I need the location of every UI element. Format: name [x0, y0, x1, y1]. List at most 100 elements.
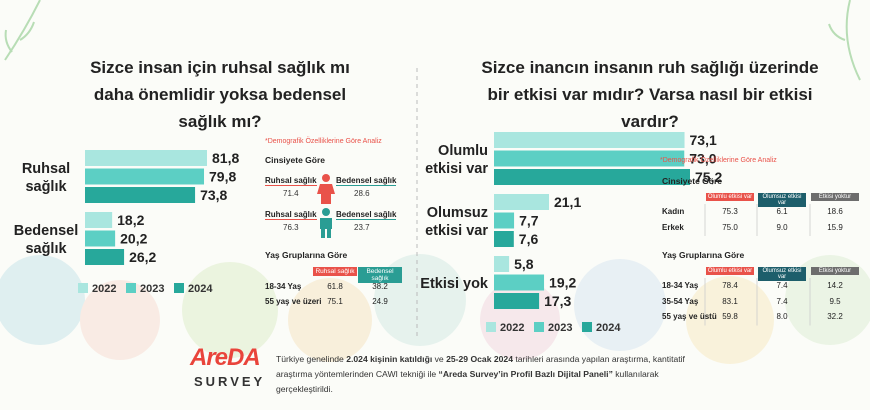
plant-decoration: [4, 0, 861, 81]
cell: 7.4: [776, 296, 788, 306]
bar: [494, 256, 510, 272]
bar: [85, 212, 113, 228]
bar: [85, 168, 205, 185]
value-label: 7,7: [519, 213, 539, 229]
category-label: Olumsuz etkisi var: [425, 204, 488, 239]
legend-label: 2024: [596, 322, 621, 334]
bar: [85, 249, 125, 265]
cell: 18.6: [827, 207, 843, 216]
gender-value: 76.3: [283, 223, 299, 232]
watercolor: [0, 254, 870, 364]
value-label: 75,2: [695, 169, 722, 185]
row-label: Erkek: [662, 222, 684, 232]
category-label: Etkisi yok: [420, 275, 488, 292]
legend-swatch: [174, 283, 184, 293]
legend-label: 2023: [548, 322, 572, 334]
bar: [85, 230, 116, 247]
value-label: 21,1: [554, 194, 581, 210]
value-label: 81,8: [212, 150, 239, 166]
column-header: Olumlu etkisi var: [706, 267, 754, 275]
column-header: Bedensel sağlık: [358, 267, 402, 283]
category-label: Ruhsal sağlık: [21, 160, 71, 195]
legend-swatch: [78, 283, 88, 293]
bar: [494, 212, 515, 229]
logo-sub: SURVEY: [194, 374, 266, 389]
column-header: Olumlu etkisi var: [706, 193, 754, 201]
bar: [85, 187, 196, 203]
gender-label: Ruhsal sağlık: [265, 176, 317, 186]
cell: 83.1: [722, 296, 738, 306]
row-label: 35-54 Yaş: [662, 296, 699, 306]
legend-swatch: [126, 283, 136, 293]
gender-label: Bedensel sağlık: [336, 176, 397, 186]
cell: 8.0: [776, 312, 788, 321]
cell: 24.9: [372, 297, 388, 306]
value-label: 18,2: [117, 212, 144, 228]
cell: 78.4: [722, 281, 738, 290]
note: *Demografik Özelliklerine Göre Analiz: [265, 138, 382, 145]
value-label: 26,2: [129, 249, 156, 265]
section-title: Cinsiyete Göre: [662, 176, 722, 186]
column-header: Olumsuz etkisi var: [758, 193, 806, 207]
footer-text: Türkiye genelinde 2.024 kişinin katıldığ…: [276, 352, 716, 397]
footer-segment: kullanılarak gerçekleştirildi.: [276, 369, 659, 394]
cell: 61.8: [327, 282, 343, 291]
section-title: Yaş Gruplarına Göre: [265, 250, 348, 260]
legend-swatch: [486, 322, 496, 332]
logo: AreDA: [190, 344, 261, 371]
footer-segment: “Areda Survey’in Profil Bazlı Dijital Pa…: [438, 369, 613, 379]
cell: 75.3: [722, 207, 738, 216]
value-label: 20,2: [120, 231, 147, 247]
column-header: Etkisi yoktur: [811, 193, 859, 201]
bar: [494, 194, 549, 210]
section-title: Yaş Gruplarına Göre: [662, 250, 745, 260]
value-label: 79,8: [209, 169, 236, 185]
cell: 9.5: [829, 296, 841, 306]
column-header: Etkisi yoktur: [811, 267, 859, 275]
gender-value: 71.4: [283, 189, 299, 198]
value-label: 17,3: [544, 293, 571, 309]
legend-swatch: [534, 322, 544, 332]
section-title: Cinsiyete Göre: [265, 155, 325, 165]
bar: [494, 169, 690, 185]
cell: 7.4: [776, 281, 788, 290]
legend-label: 2024: [188, 283, 213, 295]
footer-segment: tarihleri arasında yapılan araştırma, ka…: [276, 354, 685, 379]
female-icon: [317, 174, 335, 204]
gender-value: 23.7: [354, 223, 370, 232]
column-header: Olumsuz etkisi var: [758, 267, 806, 281]
category-label: Olumlu etkisi var: [425, 142, 488, 177]
cell: 9.0: [776, 222, 788, 232]
footer-segment: ve: [432, 354, 447, 364]
row-label: Kadın: [662, 207, 685, 216]
value-label: 5,8: [514, 256, 534, 272]
chart-title: Sizce insan için ruhsal sağlık mı daha ö…: [90, 58, 350, 131]
gender-label: Ruhsal sağlık: [265, 210, 317, 220]
bar: [494, 293, 540, 309]
cell: 38.2: [372, 282, 388, 291]
male-icon: [320, 208, 332, 238]
bar: [494, 231, 514, 247]
value-label: 73,8: [200, 187, 227, 203]
bar: [494, 274, 545, 291]
cell: 14.2: [827, 281, 843, 290]
footer-segment: Türkiye genelinde: [276, 354, 347, 364]
cell: 59.8: [722, 312, 738, 321]
cell: 75.1: [327, 297, 343, 306]
note: *Demografik Özelliklerine Göre Analiz: [660, 157, 777, 164]
gender-label: Bedensel sağlık: [336, 210, 397, 220]
value-label: 73,0: [689, 151, 716, 167]
column-header: Ruhsal sağlık: [313, 267, 357, 276]
row-label: 55 yaş ve üzeri: [265, 297, 322, 306]
legend-label: 2022: [500, 322, 524, 334]
gender-value: 28.6: [354, 189, 370, 198]
value-label: 73,1: [690, 132, 717, 148]
footer-segment: 25-29 Ocak 2024: [446, 354, 513, 364]
category-label: Bedensel sağlık: [13, 222, 79, 257]
cell: 32.2: [827, 312, 843, 321]
value-label: 7,6: [519, 231, 539, 247]
bar: [494, 132, 685, 148]
